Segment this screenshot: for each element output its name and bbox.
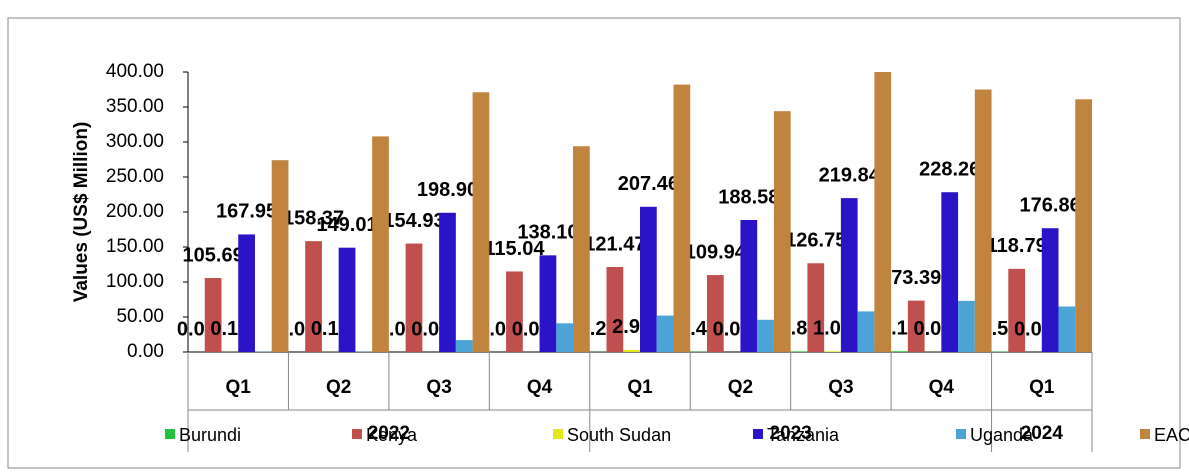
bar [238,234,255,352]
bar [974,89,992,352]
data-label: 219.84 [819,164,881,186]
y-axis-label: Values (US$ Million) [71,122,92,303]
data-label: 158.37 [283,207,344,229]
legend-label: Kenya [366,425,418,445]
bar [891,351,908,352]
y-tick-label: 50.00 [116,306,164,327]
legend-swatch [753,429,763,439]
data-label: 73.39 [891,267,941,289]
bar [1041,228,1059,352]
data-label: 115.04 [484,238,545,260]
y-tick-label: 200.00 [106,201,164,222]
bar [840,198,858,352]
bar [1075,99,1092,352]
bar [640,206,657,352]
bar [958,300,975,352]
legend-label: Burundi [179,425,241,445]
data-label: 149.01 [316,214,377,236]
bar [757,319,774,352]
data-label: 126.75 [785,230,846,252]
bar [305,241,322,352]
x-tick-label: Q1 [1029,377,1055,398]
bar [1008,268,1026,352]
x-tick-label: Q4 [929,377,955,398]
data-label: 121.47 [584,233,645,255]
bar [606,266,624,352]
bar [338,247,356,352]
legend-swatch [956,429,966,439]
bar [271,160,289,352]
bar [556,323,574,352]
data-label: 138.10 [517,222,578,244]
data-label: 228.26 [919,158,980,180]
bar [539,255,557,352]
y-tick-label: 300.00 [106,131,164,152]
x-tick-label: Q1 [627,377,653,398]
bar [941,192,959,352]
legend-swatch [553,429,563,439]
bar [673,84,691,352]
bar [857,311,875,352]
data-label: 207.46 [618,173,679,195]
x-tick-label: Q3 [828,377,853,398]
data-label: 109.94 [685,241,747,263]
legend-swatch [1140,429,1150,439]
data-label: 154.93 [383,210,444,232]
group-label: 2023 [770,423,812,444]
y-tick-label: 150.00 [106,236,164,257]
bar [455,340,473,352]
y-tick-label: 350.00 [106,96,164,117]
legend-label: Tanzania [767,425,840,445]
x-tick-label: Q2 [326,377,351,398]
data-label: 105.69 [183,244,244,266]
x-tick-label: Q4 [527,377,553,398]
y-tick-label: 0.00 [127,341,164,362]
bar [1058,306,1076,352]
group-label: 2022 [368,423,410,444]
bar [506,271,523,352]
data-label: 167.95 [216,201,277,223]
legend-label: South Sudan [567,425,671,445]
title-strip [0,0,700,8]
bar [472,92,490,353]
x-tick-label: Q3 [426,377,451,398]
bar [874,72,892,352]
chart-border [7,17,1181,469]
bar [706,275,724,352]
bar [204,278,222,352]
legend-swatch [352,429,362,439]
bar [790,351,808,352]
bar [807,263,825,352]
bar [372,136,389,352]
x-tick-label: Q1 [226,377,252,398]
data-label: 176.86 [1020,194,1081,216]
x-tick-label: Q2 [728,377,753,398]
bar [439,212,456,352]
bar [907,300,925,352]
bar [773,111,791,352]
legend-label: Uganda [970,425,1034,445]
y-tick-label: 250.00 [106,166,164,187]
bar [656,315,674,352]
legend-label: EAC [1154,425,1189,445]
data-label: 118.79 [987,235,1047,257]
bar [740,219,758,352]
y-tick-label: 400.00 [106,61,164,82]
data-label: 198.90 [417,179,478,201]
bar [623,349,640,352]
data-label: 188.58 [718,186,779,208]
y-tick-label: 100.00 [106,271,164,292]
group-label: 2024 [1021,423,1064,444]
bar [573,146,590,352]
bar [824,351,841,352]
legend-swatch [165,429,175,439]
bar [405,243,423,352]
